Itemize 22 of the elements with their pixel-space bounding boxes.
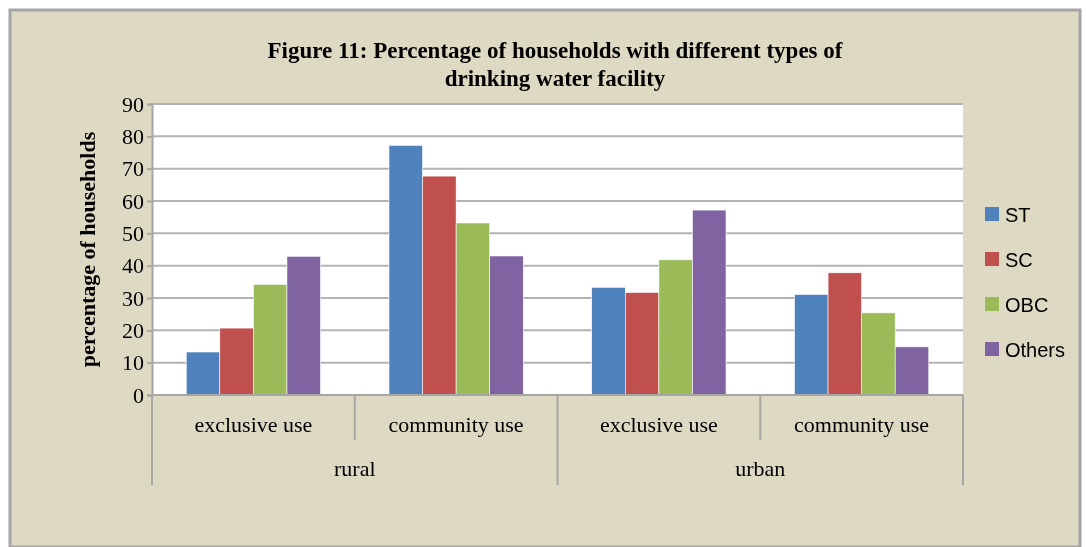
text: urban (735, 456, 786, 481)
y-tick-label: 30 (122, 285, 144, 311)
y-tick-label: 60 (122, 188, 144, 214)
x-tick-label: exclusive use (194, 412, 313, 437)
legend-label: Others (1005, 339, 1066, 361)
chart-title: Figure 11: Percentage of households with different types of drinking water facility (267, 38, 843, 91)
y-tick-label: 0 (133, 382, 144, 408)
x-tick-label: exclusive use (599, 412, 718, 437)
y-tick-label: 10 (122, 350, 144, 376)
legend-label: SC (1005, 249, 1033, 271)
y-tick-label: 80 (122, 123, 144, 149)
x-tick-label: community use (388, 412, 524, 437)
legend-label: ST (1005, 204, 1031, 226)
y-tick-label: 50 (122, 220, 144, 246)
y-tick-label: 90 (122, 91, 144, 117)
y-axis-title: percentage of households (75, 131, 100, 368)
legend-label: OBC (1005, 294, 1049, 316)
y-tick-label: 70 (122, 156, 144, 182)
y-tick-label: 20 (122, 317, 144, 343)
text: rural (333, 456, 376, 481)
x-tick-label: community use (794, 412, 930, 437)
y-tick-label: 40 (122, 253, 144, 279)
